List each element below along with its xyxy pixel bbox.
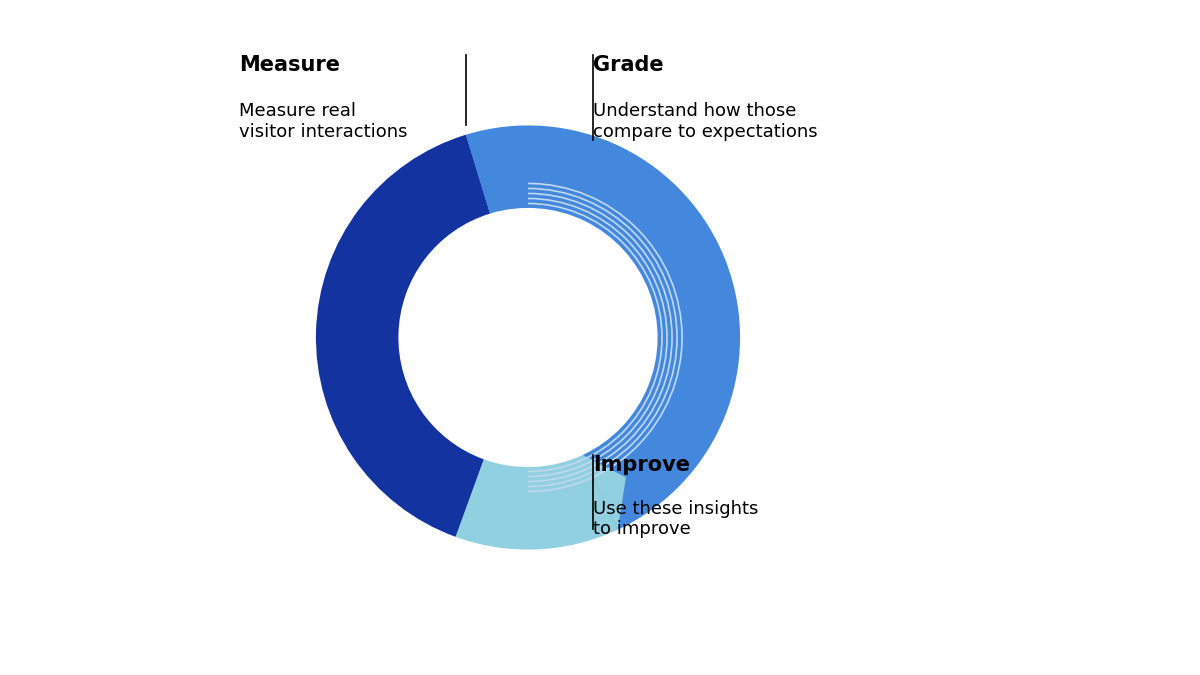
Text: Measure real
visitor interactions: Measure real visitor interactions	[239, 102, 408, 140]
Wedge shape	[316, 135, 490, 537]
Polygon shape	[443, 459, 484, 537]
Polygon shape	[466, 135, 508, 213]
Text: Improve: Improve	[593, 456, 690, 475]
Polygon shape	[583, 455, 626, 530]
Circle shape	[401, 211, 655, 464]
Text: Understand how those
compare to expectations: Understand how those compare to expectat…	[593, 102, 817, 140]
Wedge shape	[466, 126, 740, 530]
Wedge shape	[456, 455, 618, 549]
Text: Grade: Grade	[593, 55, 664, 75]
Text: Measure: Measure	[239, 55, 341, 75]
Text: Use these insights
to improve: Use these insights to improve	[593, 500, 758, 538]
